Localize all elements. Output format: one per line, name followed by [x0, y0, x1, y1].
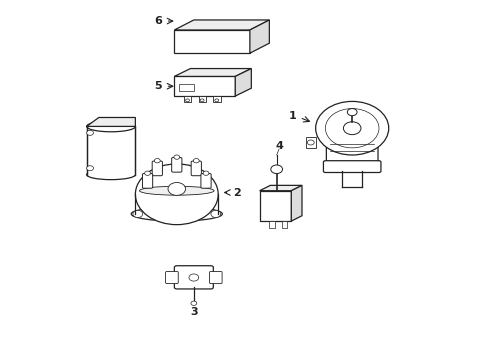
Circle shape — [211, 210, 220, 217]
FancyBboxPatch shape — [209, 271, 222, 284]
FancyBboxPatch shape — [326, 125, 378, 167]
FancyBboxPatch shape — [143, 174, 153, 188]
Polygon shape — [291, 185, 302, 221]
Circle shape — [325, 109, 379, 148]
Circle shape — [87, 130, 94, 135]
Polygon shape — [184, 96, 192, 103]
Circle shape — [191, 301, 197, 305]
Polygon shape — [199, 96, 206, 103]
Circle shape — [154, 158, 160, 163]
Polygon shape — [235, 68, 251, 96]
FancyBboxPatch shape — [201, 174, 211, 188]
Circle shape — [174, 155, 180, 159]
Text: 1: 1 — [289, 111, 296, 121]
Text: 6: 6 — [154, 16, 162, 26]
Circle shape — [87, 166, 94, 171]
Circle shape — [189, 274, 199, 281]
Polygon shape — [306, 137, 316, 148]
Polygon shape — [174, 20, 270, 30]
Polygon shape — [260, 191, 291, 221]
Polygon shape — [87, 117, 135, 126]
FancyBboxPatch shape — [174, 266, 213, 289]
FancyBboxPatch shape — [191, 161, 201, 176]
Polygon shape — [270, 221, 275, 228]
FancyBboxPatch shape — [166, 271, 178, 284]
Circle shape — [186, 99, 190, 102]
Circle shape — [133, 210, 143, 217]
Ellipse shape — [131, 207, 222, 221]
Circle shape — [145, 171, 150, 175]
Ellipse shape — [140, 186, 214, 195]
Polygon shape — [174, 30, 250, 53]
Polygon shape — [174, 68, 251, 76]
Circle shape — [203, 171, 209, 175]
FancyBboxPatch shape — [152, 161, 162, 176]
Text: 4: 4 — [275, 141, 283, 151]
Polygon shape — [87, 126, 135, 175]
Circle shape — [215, 99, 219, 102]
Text: 5: 5 — [154, 81, 162, 91]
Polygon shape — [174, 76, 235, 96]
Polygon shape — [260, 185, 302, 191]
FancyBboxPatch shape — [172, 157, 182, 172]
Polygon shape — [282, 221, 288, 228]
Circle shape — [168, 183, 186, 195]
Circle shape — [194, 158, 199, 163]
Circle shape — [135, 164, 218, 225]
Circle shape — [271, 165, 283, 174]
Circle shape — [307, 140, 314, 145]
Circle shape — [343, 122, 361, 135]
Polygon shape — [213, 96, 220, 103]
Polygon shape — [250, 20, 270, 53]
Text: 2: 2 — [233, 188, 241, 198]
Circle shape — [347, 109, 357, 116]
FancyBboxPatch shape — [323, 161, 381, 172]
Ellipse shape — [87, 170, 135, 180]
Circle shape — [200, 99, 204, 102]
Circle shape — [316, 102, 389, 155]
Text: 3: 3 — [190, 307, 197, 317]
